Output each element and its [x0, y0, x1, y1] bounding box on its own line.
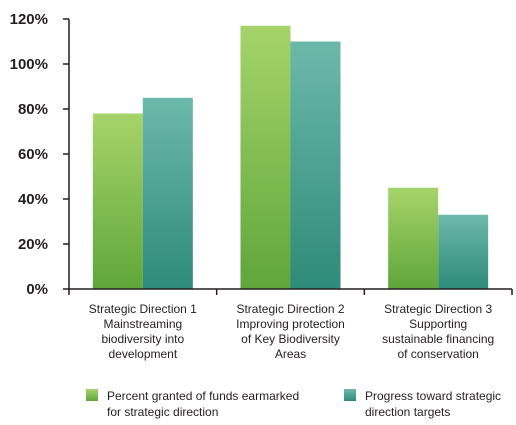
bar-series-2-category-2	[290, 41, 341, 289]
axes-layer	[63, 18, 513, 295]
bar-series-1-category-3	[388, 187, 439, 289]
legend-swatch-series-1	[86, 389, 98, 401]
bars-layer	[92, 25, 489, 289]
legend-label-series-1: Percent granted of funds earmarked for st…	[107, 389, 299, 419]
x-tick-label: Strategic Direction 2 Improving protectio…	[236, 302, 345, 361]
bar-series-1-category-1	[92, 113, 143, 289]
y-tick-label: 100%	[10, 56, 48, 73]
legend: Percent granted of funds earmarked for st…	[86, 389, 501, 419]
legend-label-series-2: Progress toward strategic direction targe…	[365, 389, 501, 419]
labels-layer: 0% 20% 40% 60% 80% 100% 120% Strategic Directio…	[10, 11, 495, 361]
bar-series-1-category-2	[240, 25, 291, 289]
y-tick-label: 0%	[26, 281, 48, 298]
legend-swatch-series-2	[344, 389, 356, 401]
y-tick-label: 60%	[18, 146, 48, 163]
bar-series-2-category-1	[142, 97, 193, 289]
y-tick-label: 20%	[18, 236, 48, 253]
y-tick-label: 40%	[18, 191, 48, 208]
y-tick-label: 120%	[10, 11, 48, 28]
x-tick-label: Strategic Direction 3 Supporting sustainab…	[382, 302, 494, 361]
bar-series-2-category-3	[438, 214, 489, 289]
y-tick-label: 80%	[18, 101, 48, 118]
x-tick-label: Strategic Direction 1 Mainstreaming biodiv…	[89, 302, 197, 361]
